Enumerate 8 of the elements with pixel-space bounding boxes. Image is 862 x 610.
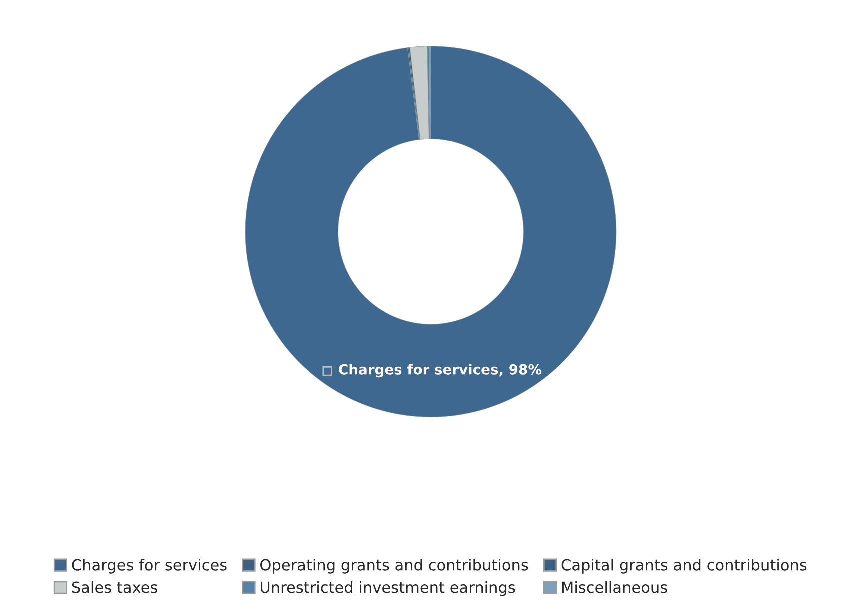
legend-label: Sales taxes [72,581,158,594]
legend-label: Operating grants and contributions [260,559,528,574]
legend-label: Capital grants and contributions [562,559,807,574]
donut-slice [245,46,617,418]
legend-label: Unrestricted investment earnings [261,581,516,596]
data-label: Charges for services, 98% [339,364,542,378]
legend-label: Charges for services [72,559,227,574]
legend-label: Miscellaneous [562,581,668,594]
